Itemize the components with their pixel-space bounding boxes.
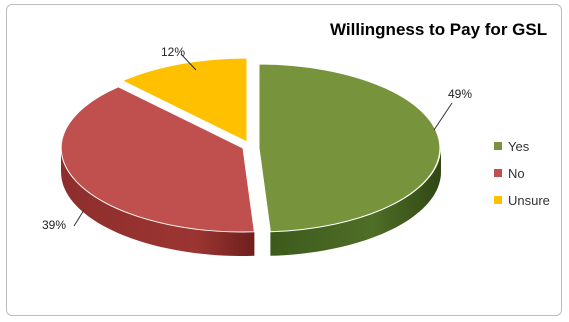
legend-item-unsure: Unsure — [494, 189, 564, 211]
pie-side-no — [61, 148, 255, 256]
chart-title: Willingness to Pay for GSL — [330, 20, 548, 39]
legend-label-no: No — [508, 165, 525, 181]
data-label-unsure: 12% — [161, 45, 185, 59]
legend-swatch-no — [494, 169, 502, 177]
legend-label-yes: Yes — [508, 138, 530, 154]
legend-swatch-unsure — [494, 196, 502, 204]
pie-slice-yes — [258, 63, 441, 233]
leader-line-unsure — [180, 53, 197, 71]
data-label-no: 39% — [42, 218, 66, 232]
legend-item-no: No — [494, 162, 564, 184]
pie-slice-no — [60, 86, 255, 233]
legend-label-unsure: Unsure — [508, 192, 550, 208]
pie-side-yes — [270, 148, 441, 256]
pie-tops — [60, 57, 441, 233]
legend-swatch-yes — [494, 142, 502, 150]
leader-line-yes — [433, 102, 453, 131]
pie-slice-unsure — [121, 57, 248, 143]
data-label-yes: 49% — [448, 87, 472, 101]
pie-sides — [61, 148, 441, 256]
leader-line-no — [73, 209, 85, 227]
legend: Yes No Unsure — [494, 135, 564, 216]
pie-leaders — [73, 53, 453, 227]
legend-item-yes: Yes — [494, 135, 564, 157]
